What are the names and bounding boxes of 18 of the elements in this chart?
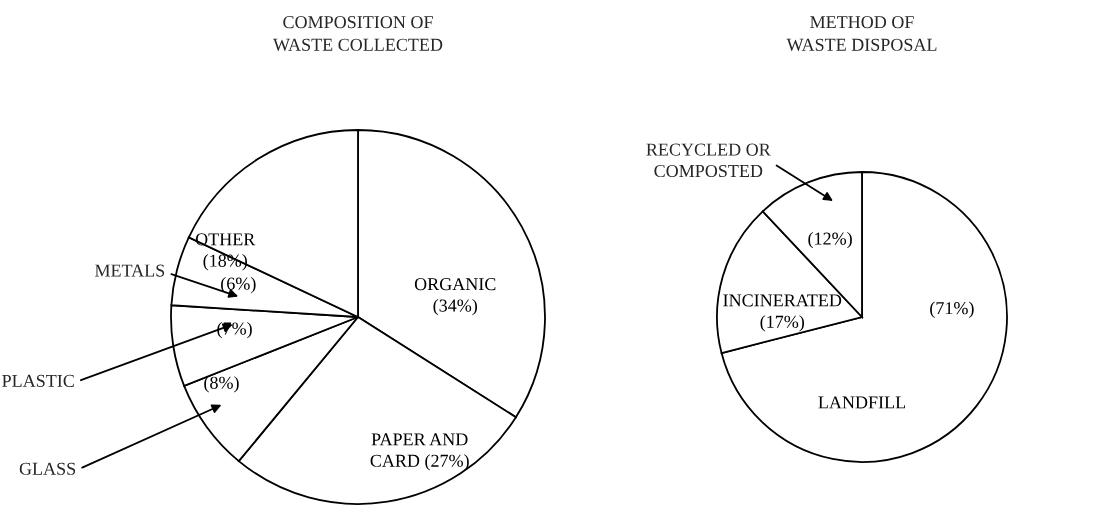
data-label: (17%) — [760, 315, 805, 332]
slice-label: LANDFILL — [818, 396, 906, 409]
slice-label: RECYCLED OR COMPOSTED — [646, 143, 771, 178]
data-label: (6%) — [221, 277, 256, 294]
chart-title: METHOD OF WASTE DISPOSAL — [786, 16, 937, 51]
slice-label: INCINERATED — [723, 294, 842, 307]
data-label: (8%) — [204, 376, 239, 393]
slice-label: PAPER AND CARD (27%) — [370, 433, 469, 471]
data-label: (71%) — [930, 301, 974, 318]
data-label: (12%) — [808, 231, 852, 249]
data-label: (34%) — [433, 298, 478, 316]
data-label: (7%) — [217, 321, 252, 339]
slice-label: METALS — [94, 264, 165, 277]
chart-title: COMPOSITION OF WASTE COLLECTED — [273, 16, 443, 51]
slice-label: PLASTIC — [2, 374, 74, 387]
slice-label: GLASS — [19, 462, 76, 475]
slice-label: ORGANIC — [414, 278, 496, 291]
slice-label: OTHER — [195, 233, 256, 246]
